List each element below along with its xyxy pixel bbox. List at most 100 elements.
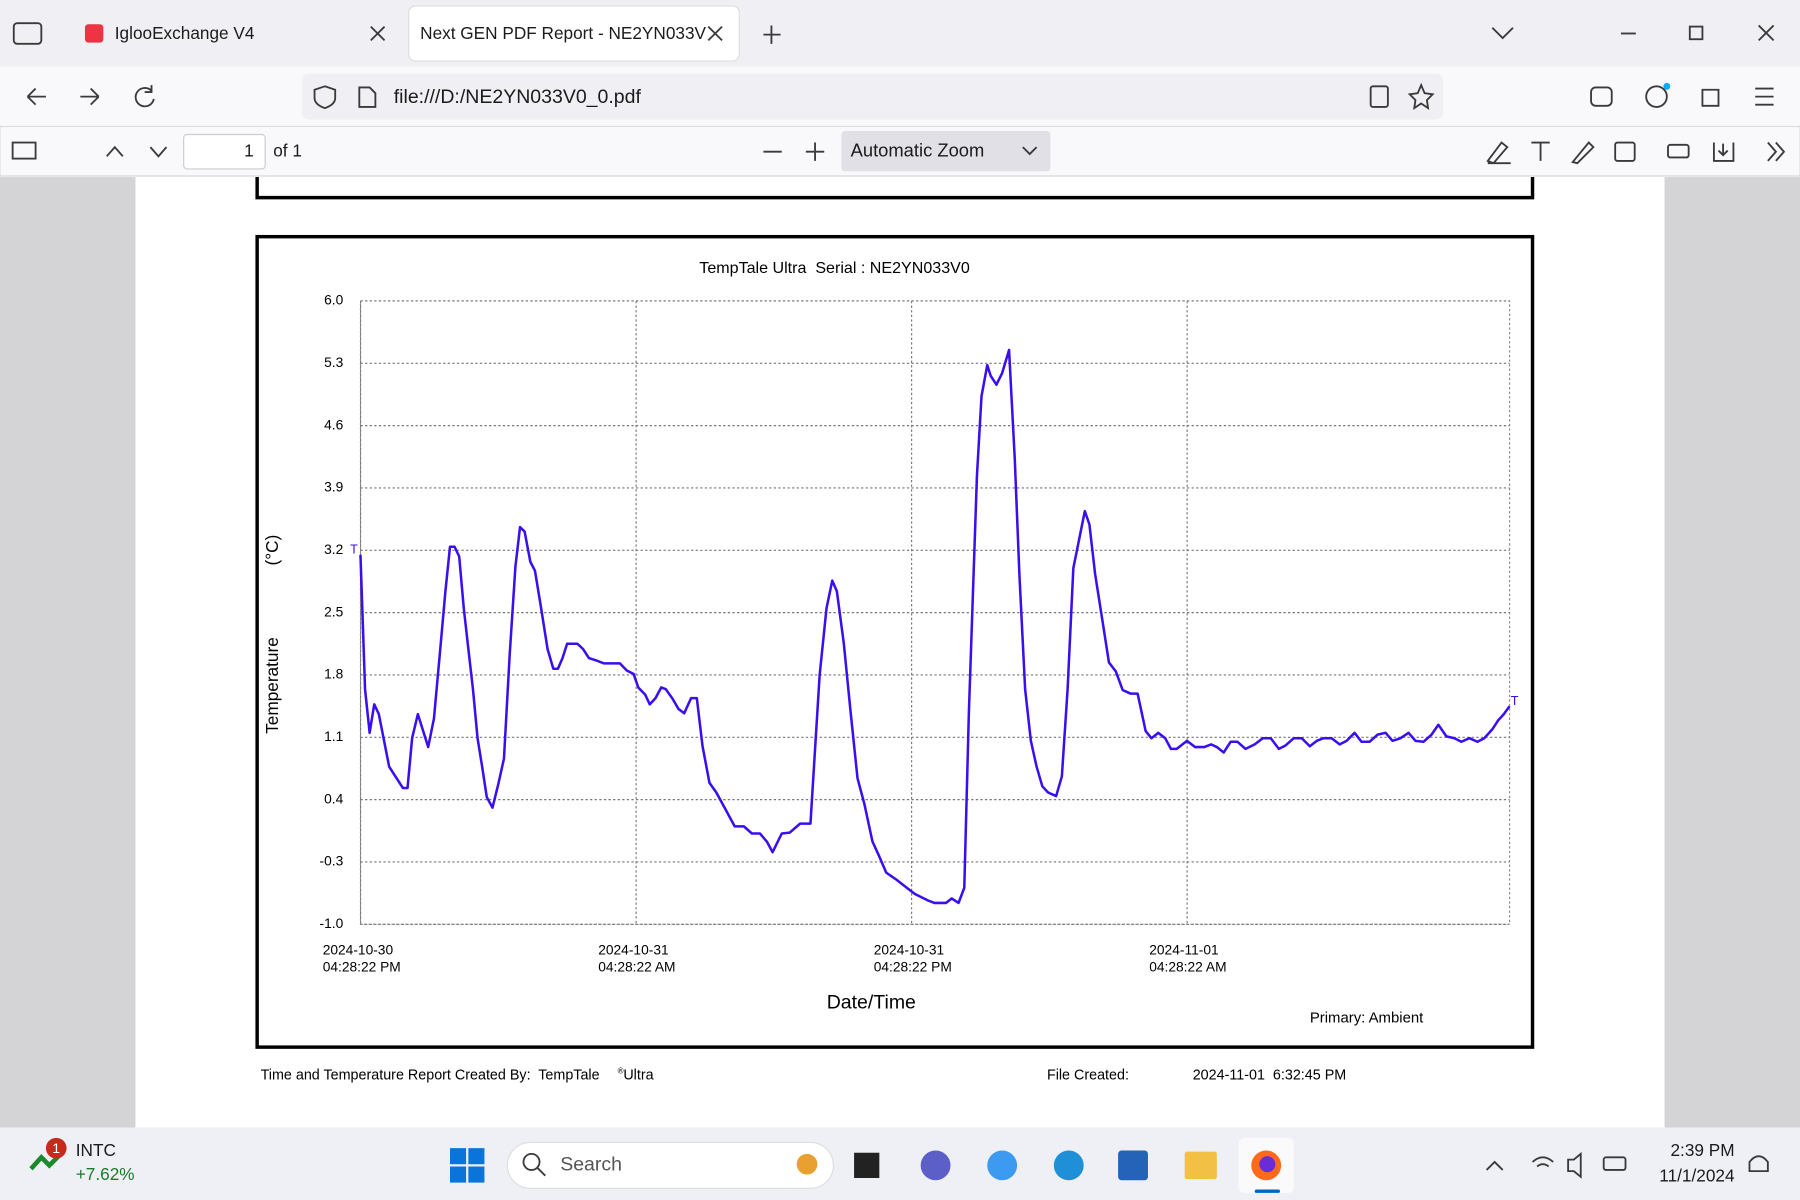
chart-frame xyxy=(255,234,1535,1049)
tab-overflow[interactable] xyxy=(1491,27,1514,40)
start-tile xyxy=(468,1148,485,1165)
wifi[interactable] xyxy=(1531,1156,1554,1168)
upper-box xyxy=(255,176,1535,200)
app-icon[interactable] xyxy=(1053,1150,1084,1181)
next-page[interactable] xyxy=(149,146,168,158)
endpoint-marker: T xyxy=(350,542,358,556)
text-tool[interactable] xyxy=(1531,141,1550,161)
stock-icon xyxy=(29,1152,63,1171)
app-icon[interactable] xyxy=(1184,1151,1217,1180)
app-icon[interactable] xyxy=(1118,1150,1148,1181)
account[interactable] xyxy=(1645,85,1668,108)
print[interactable] xyxy=(1667,143,1690,159)
save[interactable] xyxy=(1712,142,1735,162)
x-tick-label: 04:28:22 PM xyxy=(874,960,952,975)
shield-icon[interactable] xyxy=(313,85,337,110)
y-tick-label: 6.0 xyxy=(324,293,343,308)
tab-close[interactable] xyxy=(707,25,723,42)
y-tick-label: 3.2 xyxy=(324,542,343,557)
notifications[interactable] xyxy=(1748,1155,1769,1173)
x-tick-label: 2024-10-30 xyxy=(323,942,394,957)
reader-view[interactable] xyxy=(1369,85,1389,108)
endpoint-marker: T xyxy=(1511,694,1519,708)
data-line xyxy=(359,348,1511,905)
annotation: Primary: Ambient xyxy=(1310,1009,1424,1026)
footer-created-by: Time and Temperature Report Created By: … xyxy=(261,1068,600,1084)
start-tile xyxy=(450,1148,467,1165)
reload[interactable] xyxy=(134,85,155,108)
y-tick-label: 4.6 xyxy=(324,417,343,432)
url-bar[interactable] xyxy=(301,73,1443,120)
clock-time[interactable]: 2:39 PM xyxy=(1670,1140,1734,1160)
account-badge xyxy=(1663,82,1671,90)
footer-product: Ultra xyxy=(623,1068,653,1084)
volume[interactable] xyxy=(1567,1151,1582,1179)
tab-close[interactable] xyxy=(370,25,386,42)
stock-symbol[interactable]: INTC xyxy=(76,1140,116,1160)
clock-date[interactable]: 11/1/2024 xyxy=(1659,1165,1735,1185)
y-tick-label: 3.9 xyxy=(324,480,343,495)
page-input[interactable] xyxy=(183,133,266,170)
chart: TempTale Ultra Serial : NE2YN033V0 Date/… xyxy=(262,259,1519,1026)
x-tick-label: 04:28:22 AM xyxy=(598,960,675,975)
tab-title[interactable]: Next GEN PDF Report - NE2YN033V xyxy=(420,23,706,43)
start-tile xyxy=(450,1166,467,1183)
y-tick-label: 2.5 xyxy=(324,604,343,619)
extensions[interactable] xyxy=(1701,88,1720,107)
active-indicator xyxy=(1254,1189,1280,1193)
search-box[interactable] xyxy=(506,1141,834,1189)
footer-registered: ® xyxy=(618,1066,624,1075)
start-tile xyxy=(468,1166,485,1183)
tab-favicon xyxy=(84,24,104,43)
tab-list-button[interactable] xyxy=(12,22,43,45)
y-tick-label: 0.4 xyxy=(324,791,343,806)
zoom-value[interactable]: Automatic Zoom xyxy=(851,140,985,161)
back[interactable] xyxy=(26,87,46,106)
stock-change[interactable]: +7.62% xyxy=(76,1164,135,1184)
battery[interactable] xyxy=(1602,1156,1627,1171)
y-tick-label: 5.3 xyxy=(324,355,343,370)
url[interactable]: file:///D:/NE2YN033V0_0.pdf xyxy=(394,86,642,108)
zoom-in[interactable] xyxy=(805,142,825,161)
file-icon xyxy=(358,86,377,108)
x-tick-label: 2024-10-31 xyxy=(874,942,944,957)
x-axis-label: Date/Time xyxy=(827,992,916,1014)
chart-title: TempTale Ultra Serial : NE2YN033V0 xyxy=(699,259,970,277)
zoom-select[interactable] xyxy=(841,131,1051,172)
image-tool[interactable] xyxy=(1614,141,1636,162)
taskbar xyxy=(0,1128,1800,1200)
x-tick-label: 04:28:22 AM xyxy=(1149,960,1226,975)
zoom-caret xyxy=(1022,146,1038,156)
sidebar-toggle[interactable] xyxy=(11,141,37,160)
active-tab[interactable] xyxy=(408,5,740,62)
start-button[interactable] xyxy=(450,1148,485,1183)
x-tick-label: 2024-11-01 xyxy=(1149,942,1218,957)
y-axis-unit: (°C) xyxy=(262,535,282,566)
app-icon-inner xyxy=(1259,1156,1276,1173)
restore[interactable] xyxy=(1688,25,1704,41)
highlight-tool[interactable] xyxy=(1486,141,1511,165)
footer-file-created-label: File Created: xyxy=(1047,1068,1129,1084)
tray-overflow[interactable] xyxy=(1485,1160,1504,1171)
page-number[interactable]: 1 xyxy=(244,140,254,160)
forward[interactable] xyxy=(80,87,100,106)
bookmark[interactable] xyxy=(1407,82,1435,111)
draw-tool[interactable] xyxy=(1571,141,1595,165)
new-tab[interactable] xyxy=(763,25,781,44)
search-icon-handle xyxy=(536,1167,546,1177)
app-icon[interactable] xyxy=(987,1150,1018,1181)
tab-title[interactable]: IglooExchange V4 xyxy=(115,23,255,43)
close-window[interactable] xyxy=(1758,24,1775,42)
app-icon[interactable] xyxy=(920,1150,951,1181)
search-placeholder[interactable]: Search xyxy=(560,1154,622,1176)
page-count: of 1 xyxy=(273,140,302,160)
prev-page[interactable] xyxy=(106,145,124,157)
pocket[interactable] xyxy=(1590,86,1613,107)
search-icon xyxy=(522,1152,541,1171)
more-tools[interactable] xyxy=(1767,141,1786,162)
menu[interactable] xyxy=(1755,87,1774,106)
y-tick-label: 1.1 xyxy=(324,729,343,744)
app-icon[interactable] xyxy=(854,1152,880,1178)
footer-file-created: 2024-11-01 6:32:45 PM xyxy=(1193,1068,1346,1084)
